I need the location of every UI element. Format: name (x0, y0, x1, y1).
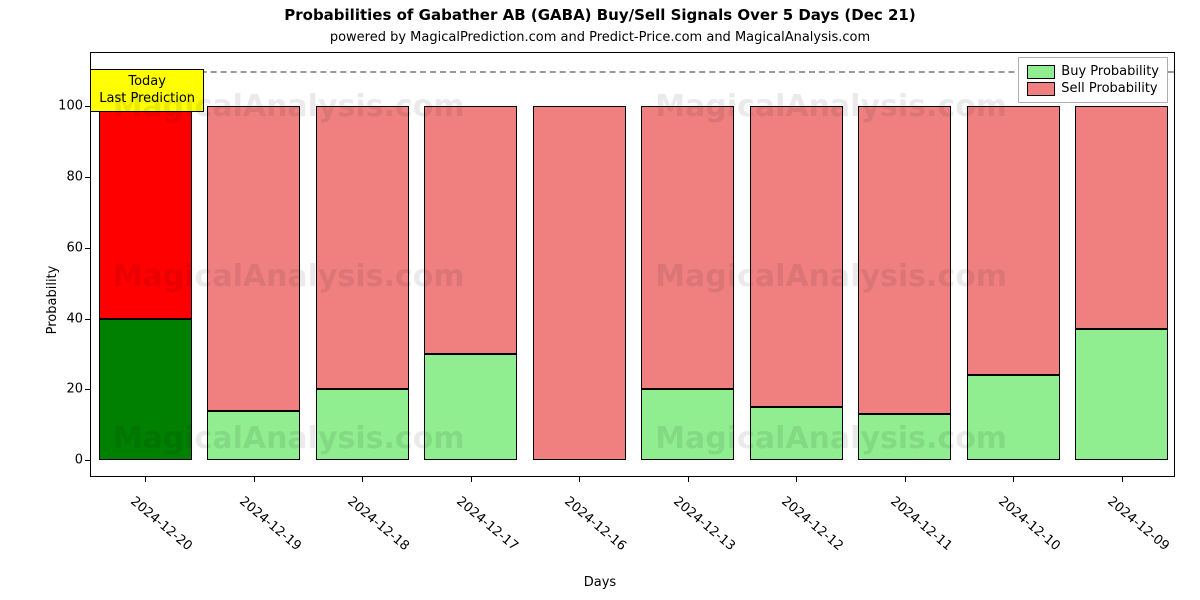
plot-area: 0204060801002024-12-202024-12-192024-12-… (90, 52, 1175, 477)
ytick-label: 100 (58, 99, 83, 114)
ytick-mark (85, 389, 91, 390)
xtick-label: 2024-12-10 (996, 494, 1064, 554)
watermark: MagicalAnalysis.com (655, 421, 1007, 456)
legend-label: Sell Probability (1061, 81, 1157, 96)
watermark: MagicalAnalysis.com (655, 89, 1007, 124)
ytick-label: 60 (66, 240, 83, 255)
xtick-mark (579, 476, 580, 482)
legend-swatch (1027, 82, 1055, 96)
xtick-mark (362, 476, 363, 482)
xtick-label: 2024-12-19 (236, 494, 304, 554)
xtick-label: 2024-12-16 (562, 494, 630, 554)
xtick-label: 2024-12-11 (887, 494, 955, 554)
xtick-mark (1013, 476, 1014, 482)
xtick-label: 2024-12-09 (1104, 494, 1172, 554)
xtick-mark (145, 476, 146, 482)
ytick-mark (85, 177, 91, 178)
legend: Buy Probability Sell Probability (1018, 57, 1168, 103)
x-axis-label: Days (0, 575, 1200, 590)
xtick-label: 2024-12-17 (453, 494, 521, 554)
buy-bar (1075, 329, 1168, 460)
sell-bar (1075, 106, 1168, 329)
watermark: MagicalAnalysis.com (655, 259, 1007, 294)
ytick-mark (85, 248, 91, 249)
sell-bar (424, 106, 517, 354)
xtick-mark (1122, 476, 1123, 482)
watermark: MagicalAnalysis.com (113, 89, 465, 124)
legend-item: Sell Probability (1027, 81, 1159, 96)
chart-title: Probabilities of Gabather AB (GABA) Buy/… (0, 6, 1200, 24)
legend-label: Buy Probability (1061, 64, 1159, 79)
xtick-mark (905, 476, 906, 482)
xtick-mark (254, 476, 255, 482)
sell-bar (533, 106, 626, 460)
xtick-mark (471, 476, 472, 482)
xtick-label: 2024-12-18 (345, 494, 413, 554)
ytick-label: 20 (66, 382, 83, 397)
watermark: MagicalAnalysis.com (113, 259, 465, 294)
sell-bar (641, 106, 734, 389)
legend-swatch (1027, 65, 1055, 79)
annotation-line1: Today (128, 74, 166, 89)
chart-subtitle: powered by MagicalPrediction.com and Pre… (0, 30, 1200, 45)
sell-bar (967, 106, 1060, 375)
watermark: MagicalAnalysis.com (113, 421, 465, 456)
sell-bar (316, 106, 409, 389)
ytick-label: 80 (66, 169, 83, 184)
y-axis-label: Probability (45, 266, 60, 335)
gridline (91, 71, 1174, 73)
ytick-mark (85, 460, 91, 461)
xtick-label: 2024-12-12 (779, 494, 847, 554)
xtick-mark (688, 476, 689, 482)
sell-bar (750, 106, 843, 407)
xtick-label: 2024-12-13 (670, 494, 738, 554)
ytick-mark (85, 319, 91, 320)
xtick-label: 2024-12-20 (128, 494, 196, 554)
ytick-label: 0 (75, 453, 83, 468)
legend-item: Buy Probability (1027, 64, 1159, 79)
ytick-label: 40 (66, 311, 83, 326)
xtick-mark (796, 476, 797, 482)
